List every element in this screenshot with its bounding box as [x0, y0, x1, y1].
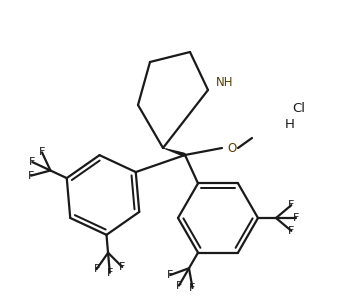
Text: F: F	[288, 200, 294, 210]
Text: F: F	[189, 283, 196, 293]
Text: F: F	[29, 157, 35, 167]
Text: F: F	[94, 264, 100, 274]
Text: F: F	[167, 270, 173, 280]
Text: F: F	[176, 281, 182, 291]
Text: F: F	[28, 171, 34, 181]
Text: H: H	[285, 118, 295, 130]
Text: F: F	[119, 262, 125, 272]
Text: F: F	[39, 147, 45, 157]
Text: F: F	[293, 213, 299, 223]
Text: NH: NH	[216, 75, 234, 88]
Text: Cl: Cl	[292, 102, 305, 115]
Text: F: F	[288, 226, 294, 236]
Text: O: O	[227, 141, 237, 154]
Text: F: F	[107, 268, 113, 278]
